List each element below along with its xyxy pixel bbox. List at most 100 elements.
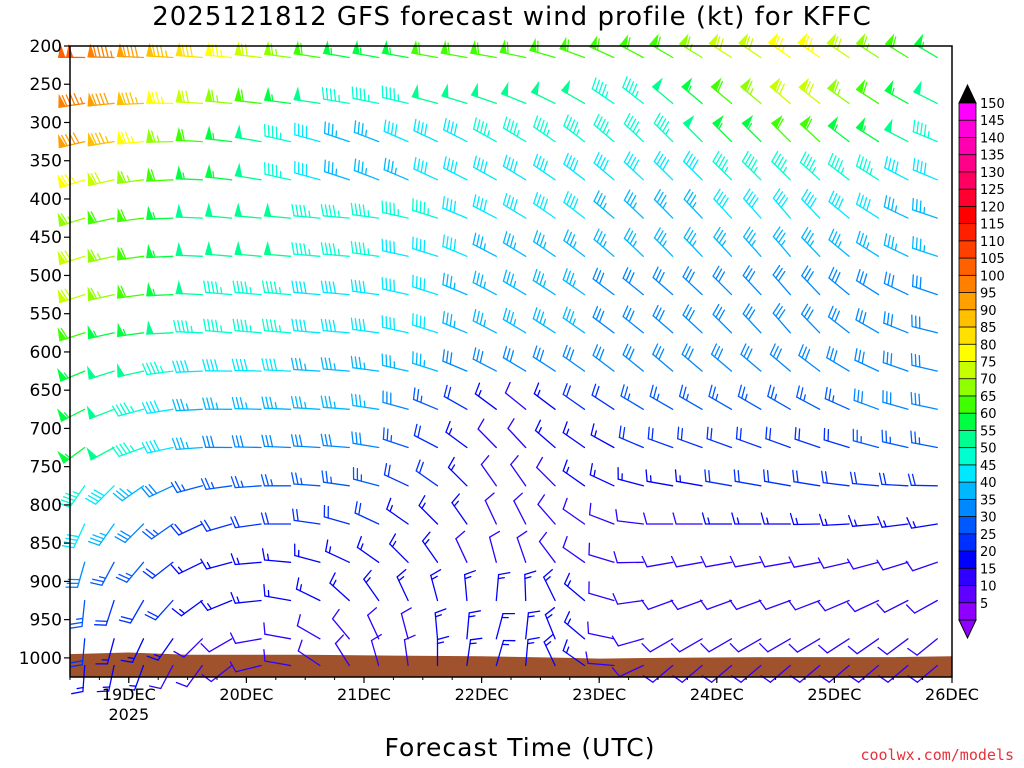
barb-feather — [453, 239, 457, 252]
barb-flag — [411, 40, 419, 55]
wind-barb — [146, 205, 174, 220]
barb-feather — [497, 571, 511, 576]
barb-feather — [350, 393, 354, 407]
barb-feather — [145, 528, 156, 538]
barb-feather — [476, 119, 481, 132]
barb-feather — [300, 42, 303, 56]
barb-feather — [859, 194, 864, 207]
barb-staff — [799, 664, 821, 683]
wind-barb — [543, 568, 556, 602]
credit-link[interactable]: coolwx.com/models — [860, 746, 1014, 764]
barb-feather — [629, 156, 637, 169]
barb-feather — [472, 309, 477, 322]
barb-feather — [85, 497, 97, 505]
barb-feather — [566, 193, 573, 206]
barb-feather — [745, 191, 754, 203]
wind-barb — [622, 267, 644, 296]
barb-feather — [449, 237, 453, 251]
wind-barb — [562, 421, 586, 449]
barb-feather — [681, 343, 688, 355]
barb-feather — [688, 309, 695, 322]
barb-feather — [144, 614, 157, 621]
barb-half-feather — [152, 250, 156, 258]
barb-feather — [423, 201, 426, 215]
barb-staff — [210, 664, 233, 683]
wind-barb — [141, 439, 174, 454]
wind-barb — [87, 286, 115, 302]
barb-half-feather — [723, 166, 729, 174]
barb-staff — [794, 599, 821, 611]
barb-feather — [324, 433, 329, 447]
wind-barb — [87, 92, 115, 107]
barb-feather — [682, 386, 687, 399]
barb-half-feather — [99, 532, 107, 537]
barb-feather — [396, 568, 407, 578]
barb-feather — [320, 433, 325, 447]
barb-feather — [806, 194, 814, 206]
barb-half-feather — [72, 491, 80, 495]
barb-feather — [502, 116, 508, 129]
barb-staff — [857, 664, 880, 683]
barb-feather — [656, 153, 664, 165]
barb-feather — [862, 235, 868, 248]
barb-feather — [261, 396, 266, 409]
wind-barb — [111, 402, 145, 417]
wind-barb — [770, 115, 791, 143]
barb-feather — [536, 117, 542, 130]
barb-flag — [738, 32, 749, 48]
wind-barb — [884, 156, 909, 181]
barb-feather — [359, 432, 362, 446]
barb-feather — [919, 276, 922, 290]
wind-barb — [353, 120, 380, 143]
barb-feather — [704, 469, 707, 482]
wind-barb — [706, 426, 733, 449]
barb-feather — [618, 425, 622, 439]
wind-barb — [765, 426, 791, 449]
barb-feather — [476, 234, 480, 247]
barb-half-feather — [627, 393, 631, 401]
barb-half-feather — [364, 168, 368, 176]
barb-feather — [593, 113, 600, 126]
barb-flag — [440, 40, 448, 55]
barb-flag — [116, 90, 125, 106]
x-tick-label: 21DEC — [337, 685, 391, 704]
barb-feather — [506, 194, 511, 208]
barb-feather — [70, 625, 83, 629]
barb-feather — [265, 280, 270, 294]
barb-feather — [641, 643, 651, 653]
barb-half-feather — [923, 206, 926, 215]
wind-barb — [876, 559, 909, 571]
barb-feather — [670, 599, 679, 611]
wind-barb — [434, 608, 447, 640]
wind-barb — [883, 118, 909, 143]
wind-barb — [502, 307, 527, 334]
barb-half-feather — [662, 240, 667, 247]
barb-feather — [145, 568, 157, 577]
barb-half-feather — [834, 124, 838, 132]
barb-feather — [595, 270, 602, 282]
barb-half-feather — [862, 125, 866, 133]
barb-flag — [57, 212, 67, 227]
barb-half-feather — [483, 243, 486, 251]
wind-barb — [141, 400, 174, 415]
barb-flag — [57, 174, 67, 189]
y-tick-label: 750 — [30, 458, 62, 478]
barb-feather — [641, 599, 649, 611]
barb-feather — [831, 269, 838, 282]
barb-feather — [269, 281, 274, 294]
barb-feather — [834, 272, 841, 284]
wind-barb — [788, 638, 821, 653]
barb-feather — [824, 471, 828, 484]
colorbar-label: 145 — [980, 114, 1005, 129]
wind-barb — [472, 232, 497, 257]
barb-feather — [710, 428, 713, 441]
barb-feather — [323, 159, 326, 173]
barb-feather — [563, 572, 571, 585]
wind-barb — [261, 280, 292, 296]
barb-staff — [264, 633, 292, 640]
wind-barb — [611, 664, 644, 678]
barb-feather — [363, 88, 366, 102]
wind-barb — [742, 265, 762, 296]
barb-feather — [563, 152, 569, 165]
barb-half-feather — [545, 641, 552, 647]
